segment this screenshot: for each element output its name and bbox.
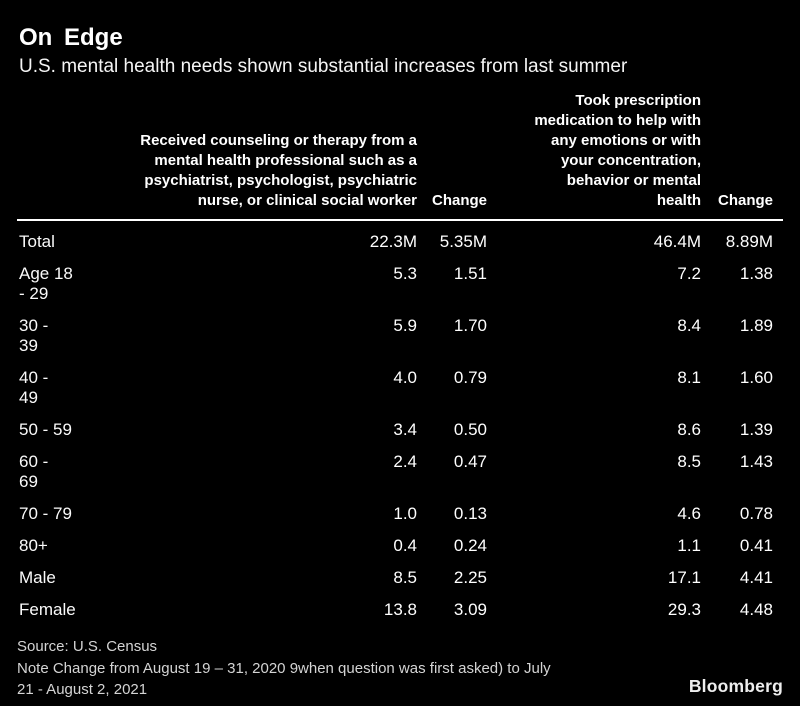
table-row: 50 - 59 3.4 0.50 8.6 1.39 (17, 414, 783, 446)
table-row: Male 8.5 2.25 17.1 4.41 (17, 562, 783, 594)
cell-counseling: 1.0 (393, 504, 417, 523)
cell-medication: 1.1 (677, 536, 701, 555)
table-row: Female 13.8 3.09 29.3 4.48 (17, 594, 783, 626)
cell-change-2: 4.41 (739, 568, 773, 587)
row-label: 70 - 79 (19, 504, 72, 523)
cell-change-1: 5.35M (439, 232, 487, 251)
column-header-medication: Took prescription medication to help wit… (534, 92, 701, 209)
row-label: 40 - 49 (19, 368, 49, 407)
row-label: 80+ (19, 536, 48, 555)
cell-medication: 46.4M (653, 232, 701, 251)
cell-medication: 8.1 (677, 368, 701, 387)
table-row: 30 - 39 5.9 1.70 8.4 1.89 (17, 310, 783, 362)
bloomberg-logo: Bloomberg (688, 676, 783, 696)
column-header-change-2: Change (717, 192, 773, 209)
row-label: Total (19, 232, 55, 251)
cell-change-1: 0.79 (453, 368, 487, 387)
column-header-counseling: Received counseling or therapy from a me… (140, 132, 417, 209)
table-row: 70 - 79 1.0 0.13 4.6 0.78 (17, 498, 783, 530)
cell-change-1: 2.25 (453, 568, 487, 587)
cell-change-2: 0.78 (739, 504, 773, 523)
table-row: Total 22.3M 5.35M 46.4M 8.89M (17, 226, 783, 258)
cell-change-1: 0.47 (453, 452, 487, 471)
table-row: 60 - 69 2.4 0.47 8.5 1.43 (17, 446, 783, 498)
cell-counseling: 5.3 (393, 264, 417, 283)
row-label: Age 18 - 29 (19, 264, 73, 303)
cell-counseling: 8.5 (393, 568, 417, 587)
cell-medication: 29.3 (667, 600, 701, 619)
table-row: 40 - 49 4.0 0.79 8.1 1.60 (17, 362, 783, 414)
footer: Source: U.S. Census Note Change from Aug… (17, 636, 783, 701)
page-title: On Edge (19, 24, 123, 51)
cell-counseling: 2.4 (393, 452, 417, 471)
cell-change-1: 1.51 (453, 264, 487, 283)
cell-change-2: 0.41 (739, 536, 773, 555)
row-label: 30 - 39 (19, 316, 49, 355)
cell-change-2: 1.43 (739, 452, 773, 471)
cell-medication: 8.5 (677, 452, 701, 471)
cell-counseling: 5.9 (393, 316, 417, 335)
cell-medication: 4.6 (677, 504, 701, 523)
cell-medication: 8.6 (677, 420, 701, 439)
cell-change-2: 1.60 (739, 368, 773, 387)
cell-counseling: 3.4 (393, 420, 417, 439)
page-subtitle: U.S. mental health needs shown substanti… (19, 56, 628, 77)
cell-change-2: 1.39 (739, 420, 773, 439)
cell-change-1: 0.13 (453, 504, 487, 523)
row-label: 60 - 69 (19, 452, 49, 491)
cell-counseling: 13.8 (383, 600, 417, 619)
header-divider (17, 219, 783, 221)
row-label: Male (19, 568, 56, 587)
note-text: Note Change from August 19 – 31, 2020 9w… (17, 659, 551, 699)
cell-change-2: 8.89M (725, 232, 773, 251)
cell-change-1: 1.70 (453, 316, 487, 335)
cell-change-2: 4.48 (739, 600, 773, 619)
column-header-change-1: Change (431, 192, 487, 209)
table-row: 80+ 0.4 0.24 1.1 0.41 (17, 530, 783, 562)
cell-change-1: 0.50 (453, 420, 487, 439)
table-row: Age 18 - 29 5.3 1.51 7.2 1.38 (17, 258, 783, 310)
data-table: Received counseling or therapy from a me… (17, 91, 783, 626)
cell-counseling: 22.3M (369, 232, 417, 251)
cell-medication: 17.1 (667, 568, 701, 587)
cell-change-1: 0.24 (453, 536, 487, 555)
cell-counseling: 0.4 (393, 536, 417, 555)
row-label: Female (19, 600, 76, 619)
cell-medication: 8.4 (677, 316, 701, 335)
cell-medication: 7.2 (677, 264, 701, 283)
cell-change-1: 3.09 (453, 600, 487, 619)
cell-counseling: 4.0 (393, 368, 417, 387)
cell-change-2: 1.38 (739, 264, 773, 283)
table-header-row: Received counseling or therapy from a me… (17, 91, 783, 211)
row-label: 50 - 59 (19, 420, 72, 439)
cell-change-2: 1.89 (739, 316, 773, 335)
table-body: Total 22.3M 5.35M 46.4M 8.89M Age 18 - 2… (17, 226, 783, 626)
source-text: Source: U.S. Census (17, 638, 158, 655)
